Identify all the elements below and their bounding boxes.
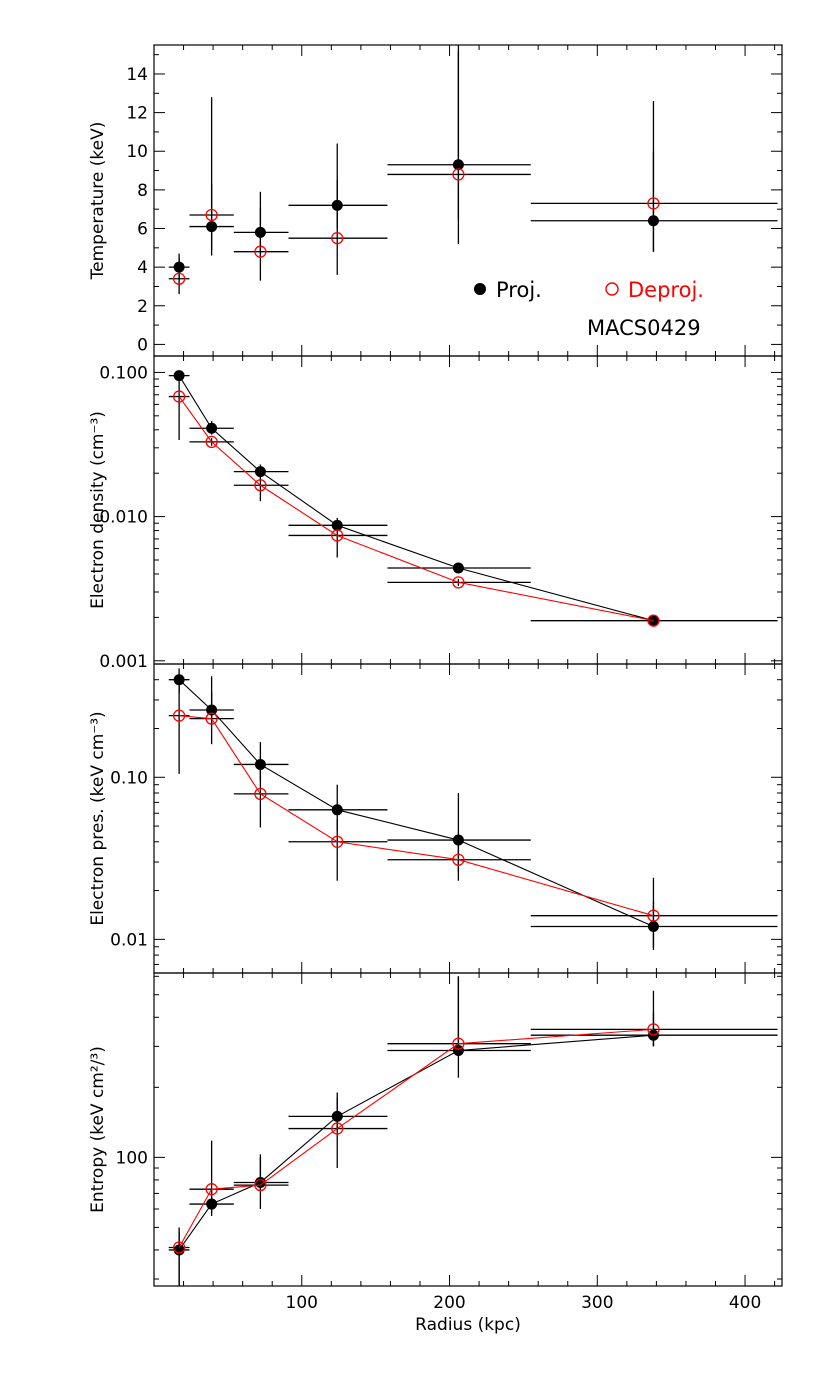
y-axis-label: Electron density (cm⁻³) — [88, 411, 108, 609]
series-deproj — [168, 376, 778, 627]
y-tick-label: 0 — [137, 335, 148, 355]
x-tick-label: 300 — [581, 1293, 613, 1313]
data-point — [173, 674, 185, 686]
data-point — [205, 435, 218, 448]
x-tick-label: 400 — [729, 1293, 761, 1313]
series-line — [178, 396, 654, 622]
y-tick-label: 12 — [126, 104, 148, 124]
chart-panels: 0 2 4 6 8 10 12 14 Temperature (keV) Proj. Deproj.… — [88, 44, 783, 1335]
x-tick-label: 100 — [286, 1293, 318, 1313]
panel-4: 100 Entropy (keV cm²/³) 100 200 300 400 Radius… — [88, 972, 783, 1335]
data-point — [452, 562, 464, 574]
data-point — [205, 208, 218, 222]
x-tick-label: 200 — [433, 1293, 465, 1313]
series-line — [178, 375, 654, 622]
series-line — [178, 1028, 654, 1248]
data-point — [172, 390, 186, 403]
data-point — [173, 370, 185, 382]
data-point — [172, 1241, 186, 1254]
y-tick-label: 14 — [126, 65, 148, 85]
legend-marker-deproj — [605, 282, 619, 296]
plot-frame — [153, 972, 783, 1287]
data-layer — [168, 45, 778, 295]
y-tick-label: 0.10 — [110, 768, 148, 788]
data-point — [254, 479, 267, 492]
data-point — [452, 1037, 465, 1050]
data-point — [206, 422, 218, 434]
cluster-name-annotation: MACS0429 — [587, 316, 701, 340]
data-point — [647, 909, 660, 922]
y-tick-label: 10 — [126, 142, 148, 162]
data-layer — [168, 668, 778, 950]
y-tick-label: 2 — [137, 297, 148, 317]
data-layer — [168, 976, 778, 1286]
series-line — [179, 715, 654, 917]
series-line — [178, 1034, 654, 1251]
data-point — [452, 168, 465, 181]
plot-frame — [153, 355, 783, 665]
data-point — [205, 1183, 218, 1196]
legend-label-deproj: Deproj. — [628, 278, 704, 302]
y-tick-label: 0.010 — [99, 508, 148, 528]
series-proj — [168, 976, 778, 1286]
y-tick-label: 0.001 — [99, 652, 148, 672]
data-point — [452, 576, 465, 589]
data-point — [452, 853, 465, 866]
series-line — [178, 679, 654, 928]
data-point — [172, 272, 186, 285]
data-point — [331, 835, 344, 848]
data-point — [254, 245, 267, 258]
data-point — [647, 197, 660, 210]
y-axis-label: Electron pres. (keV cm⁻³) — [88, 711, 108, 925]
y-tick-label: 100 — [116, 1148, 148, 1168]
series-deproj — [168, 676, 778, 950]
y-axis-label: Entropy (keV cm²/³) — [88, 1046, 108, 1213]
y-tick-label: 8 — [137, 181, 148, 201]
data-point — [647, 614, 660, 627]
x-axis-label: Radius (kpc) — [415, 1315, 521, 1335]
y-tick-label: 4 — [137, 258, 148, 278]
y-tick-label: 0.01 — [110, 930, 148, 950]
series-deproj — [168, 45, 778, 295]
data-point — [205, 712, 218, 725]
series-deproj — [168, 976, 778, 1286]
y-tick-label: 6 — [137, 220, 148, 240]
data-layer — [168, 370, 778, 627]
panel-2: 0.001 0.010 0.100 Electron density (cm⁻³) — [88, 355, 783, 672]
data-point — [331, 804, 343, 816]
legend: Proj. Deproj. — [474, 278, 704, 302]
legend-marker-proj — [474, 283, 486, 295]
data-point — [331, 232, 344, 245]
data-point — [331, 1122, 344, 1135]
panel-1: 0 2 4 6 8 10 12 14 Temperature (keV) Proj. Deproj.… — [88, 44, 783, 357]
data-point — [647, 1023, 660, 1036]
plot-frame — [153, 44, 783, 357]
data-point — [172, 709, 186, 722]
data-point — [331, 529, 344, 542]
legend-label-proj: Proj. — [496, 278, 542, 302]
data-point — [254, 1178, 267, 1192]
y-axis-label: Temperature (keV) — [88, 122, 108, 281]
data-point — [254, 787, 267, 801]
y-tick-label: 0.100 — [99, 363, 148, 383]
